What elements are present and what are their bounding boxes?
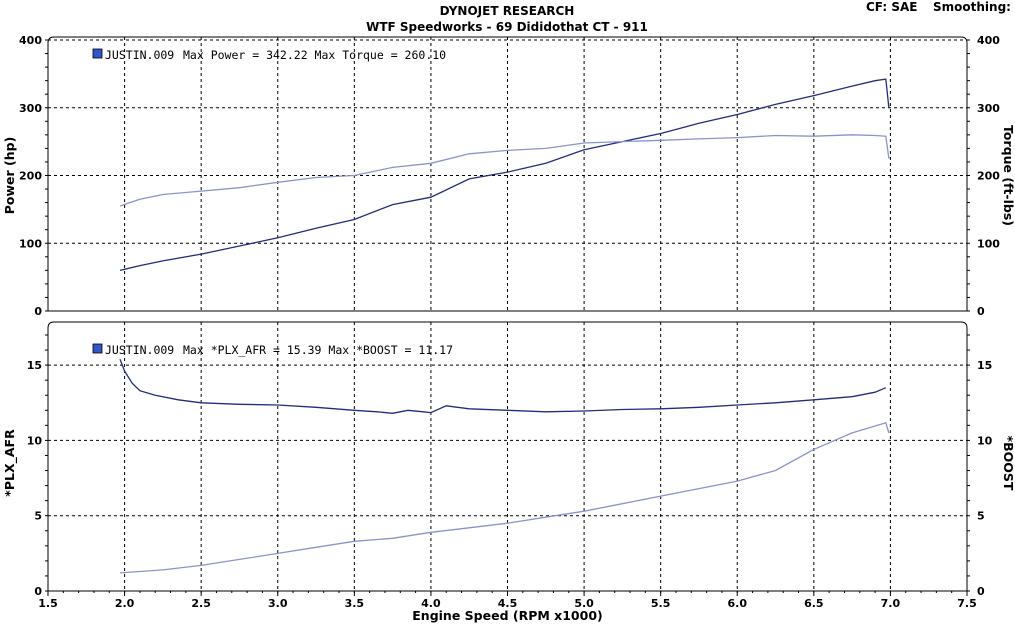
y-tick-label-left: 100 [19, 237, 42, 250]
y-axis-label-right: *BOOST [1001, 436, 1015, 491]
y-tick-label-left: 0 [34, 585, 42, 598]
x-tick-label: 6.0 [728, 597, 748, 610]
series-line-afr [119, 358, 887, 414]
y-tick-label-right: 0 [977, 585, 985, 598]
legend-max-values: Max *PLX_AFR = 15.39 Max *BOOST = 11.17 [183, 343, 453, 357]
series-line-boost [119, 421, 890, 574]
y-tick-label-right: 5 [977, 510, 985, 523]
y-axis-label-right: Torque (ft-lbs) [1001, 125, 1015, 226]
y-tick-label-right: 100 [977, 237, 1000, 250]
series-line-power [119, 78, 890, 272]
legend-max-values: Max Power = 342.22 Max Torque = 260.10 [183, 48, 446, 62]
y-tick-label-right: 300 [977, 102, 1000, 115]
smoothing-label: Smoothing: 5 [933, 0, 1015, 14]
cf-label: CF: SAE [866, 0, 917, 14]
y-tick-label-right: 10 [977, 434, 993, 447]
chart-subtitle: WTF Speedworks - 69 Dididothat CT - 911 [366, 20, 648, 34]
plot-frame [47, 36, 968, 312]
chart-title: DYNOJET RESEARCH [440, 4, 575, 18]
x-tick-label: 2.5 [191, 597, 211, 610]
y-tick-label-left: 400 [19, 34, 42, 47]
legend-swatch [92, 343, 103, 354]
x-tick-label: 5.5 [651, 597, 671, 610]
x-axis-label: Engine Speed (RPM x1000) [412, 608, 602, 623]
x-tick-label: 4.5 [498, 597, 518, 610]
x-tick-label: 6.5 [804, 597, 824, 610]
legend-run-name: JUSTIN.009 [105, 48, 174, 62]
y-tick-label-right: 200 [977, 170, 1000, 183]
y-tick-label-left: 0 [34, 305, 42, 318]
y-tick-label-left: 5 [34, 510, 42, 523]
y-axis-label-left: *PLX_AFR [2, 429, 18, 497]
x-tick-label: 7.5 [957, 597, 977, 610]
y-tick-label-left: 200 [19, 170, 42, 183]
legend-run-name: JUSTIN.009 [105, 343, 174, 357]
series-line-torque [119, 134, 890, 207]
x-tick-label: 4.0 [421, 597, 441, 610]
y-tick-label-left: 15 [27, 359, 42, 372]
x-tick-label: 3.0 [268, 597, 288, 610]
afr-boost-panel: 0 0 5 5 10 10 15 15 *PLX_AFR *BOOST 1.5 2.0 2.5 3.0 3.… [2, 321, 1015, 623]
y-tick-label-right: 0 [977, 305, 985, 318]
power-torque-panel: 0 0 100 100 200 200 300 300 400 400 Power (hp) Torq… [2, 34, 1015, 318]
y-tick-label-right: 400 [977, 34, 1000, 47]
y-tick-label-right: 15 [977, 359, 992, 372]
x-tick-label: 5.0 [574, 597, 594, 610]
y-tick-label-left: 300 [19, 102, 42, 115]
x-tick-label: 2.0 [115, 597, 135, 610]
x-tick-label: 7.0 [881, 597, 901, 610]
x-tick-label: 3.5 [345, 597, 365, 610]
legend-swatch [92, 48, 103, 59]
x-tick-label: 1.5 [38, 597, 58, 610]
y-axis-label-left: Power (hp) [2, 137, 17, 215]
y-tick-label-left: 10 [27, 434, 43, 447]
